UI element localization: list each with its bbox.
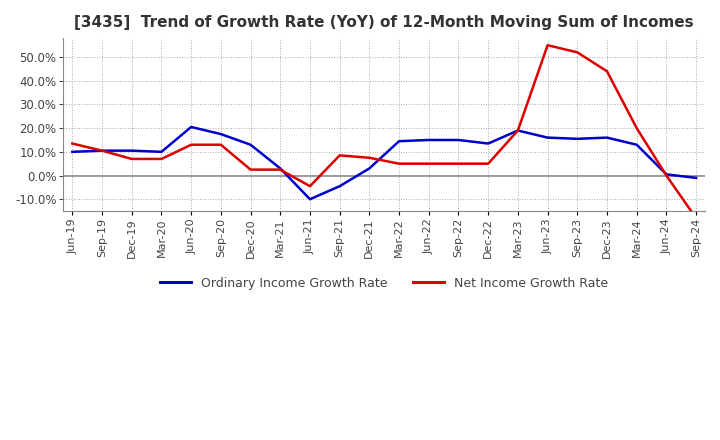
Net Income Growth Rate (544, 43, 552, 48)
Net Income Growth Rate (425, 161, 433, 166)
Title: [3435]  Trend of Growth Rate (YoY) of 12-Month Moving Sum of Incomes: [3435] Trend of Growth Rate (YoY) of 12-… (74, 15, 694, 30)
Ordinary Income Growth Rate (662, 172, 671, 177)
Ordinary Income Growth Rate (276, 166, 284, 171)
Ordinary Income Growth Rate (544, 135, 552, 140)
Net Income Growth Rate (513, 128, 522, 133)
Net Income Growth Rate (692, 216, 701, 221)
Line: Net Income Growth Rate: Net Income Growth Rate (72, 45, 696, 218)
Line: Ordinary Income Growth Rate: Ordinary Income Growth Rate (72, 127, 696, 199)
Legend: Ordinary Income Growth Rate, Net Income Growth Rate: Ordinary Income Growth Rate, Net Income … (155, 272, 613, 295)
Net Income Growth Rate (217, 142, 225, 147)
Net Income Growth Rate (246, 167, 255, 172)
Ordinary Income Growth Rate (632, 142, 641, 147)
Ordinary Income Growth Rate (157, 149, 166, 154)
Ordinary Income Growth Rate (246, 142, 255, 147)
Ordinary Income Growth Rate (68, 149, 76, 154)
Ordinary Income Growth Rate (573, 136, 582, 141)
Net Income Growth Rate (454, 161, 463, 166)
Net Income Growth Rate (632, 125, 641, 131)
Net Income Growth Rate (98, 148, 107, 153)
Ordinary Income Growth Rate (603, 135, 611, 140)
Ordinary Income Growth Rate (306, 197, 315, 202)
Net Income Growth Rate (157, 156, 166, 161)
Ordinary Income Growth Rate (187, 125, 196, 130)
Net Income Growth Rate (68, 141, 76, 146)
Ordinary Income Growth Rate (365, 166, 374, 171)
Ordinary Income Growth Rate (513, 128, 522, 133)
Ordinary Income Growth Rate (454, 137, 463, 143)
Ordinary Income Growth Rate (336, 183, 344, 189)
Ordinary Income Growth Rate (98, 148, 107, 153)
Net Income Growth Rate (365, 155, 374, 161)
Net Income Growth Rate (603, 69, 611, 74)
Net Income Growth Rate (187, 142, 196, 147)
Net Income Growth Rate (573, 50, 582, 55)
Net Income Growth Rate (395, 161, 403, 166)
Ordinary Income Growth Rate (425, 137, 433, 143)
Ordinary Income Growth Rate (217, 132, 225, 137)
Net Income Growth Rate (127, 156, 136, 161)
Net Income Growth Rate (306, 183, 315, 189)
Net Income Growth Rate (662, 173, 671, 178)
Net Income Growth Rate (276, 167, 284, 172)
Ordinary Income Growth Rate (127, 148, 136, 153)
Ordinary Income Growth Rate (484, 141, 492, 146)
Ordinary Income Growth Rate (692, 175, 701, 180)
Ordinary Income Growth Rate (395, 139, 403, 144)
Net Income Growth Rate (336, 153, 344, 158)
Net Income Growth Rate (484, 161, 492, 166)
